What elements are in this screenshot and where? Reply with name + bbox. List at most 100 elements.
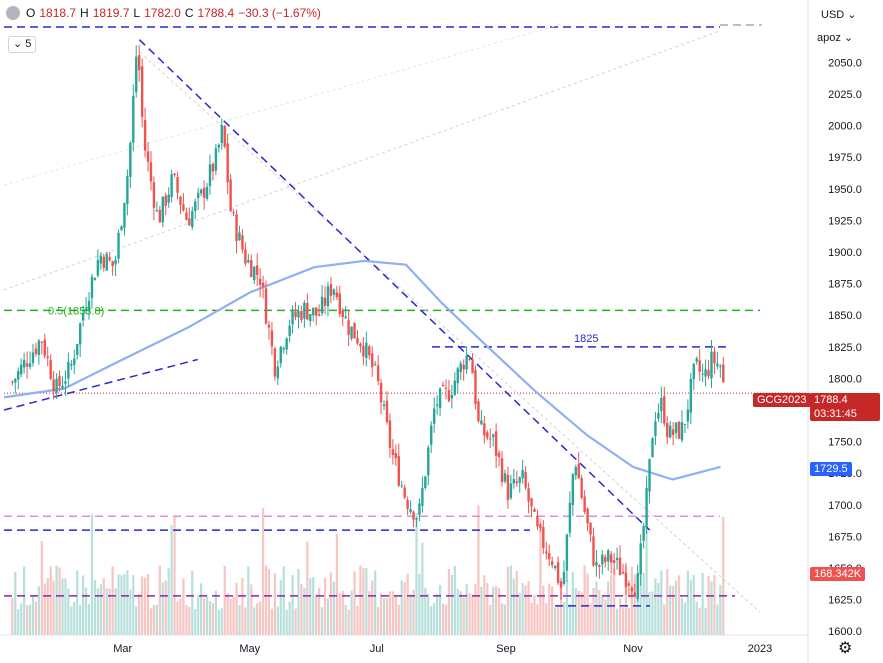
parallel-line [139, 51, 761, 613]
candle-body [701, 373, 704, 375]
candle-body [450, 395, 454, 399]
candle-body [362, 345, 365, 357]
candle-body [196, 192, 200, 198]
volume-bar [250, 584, 253, 635]
candle-body [220, 125, 223, 144]
volume-bar [447, 569, 451, 635]
y-tick-label: 1700.0 [828, 500, 862, 512]
volume-bar [509, 565, 512, 635]
volume-bar [362, 568, 365, 635]
candle-body [385, 400, 389, 422]
volume-bar [571, 572, 574, 635]
candle-body [120, 226, 123, 230]
volume-bar [347, 609, 350, 635]
candle-body [158, 209, 162, 223]
volume-bar [489, 604, 492, 635]
volume-bar [521, 583, 524, 635]
volume-bar [282, 566, 285, 635]
volume-bar [722, 516, 725, 635]
candle-body [604, 556, 607, 563]
volume-bar [500, 603, 504, 635]
candle-body [173, 173, 176, 176]
candle-body [229, 179, 232, 212]
candle-body [459, 363, 462, 373]
candle-body [663, 396, 666, 424]
candle-body [371, 353, 374, 368]
indicator-toggle[interactable]: ⌄ 5 [8, 36, 37, 53]
currency-selector[interactable]: USD ⌄ [821, 8, 857, 21]
candle-body [491, 434, 495, 438]
candle-body [217, 144, 221, 148]
x-tick-label: Mar [113, 643, 132, 655]
volume-bar [226, 593, 229, 635]
ascending-trendline [3, 358, 198, 411]
volume-bar [11, 597, 14, 635]
candle-body [412, 511, 415, 520]
candle-body [267, 324, 271, 328]
volume-bar [436, 594, 439, 635]
y-tick-label: 1750.0 [828, 437, 862, 449]
candle-body [282, 348, 285, 350]
candle-body [598, 565, 601, 567]
volume-bar [276, 606, 279, 635]
volume-bar [261, 507, 265, 635]
volume-bar [645, 507, 648, 635]
volume-bar [503, 604, 507, 635]
volume-bar [400, 580, 403, 635]
volume-bar [270, 608, 274, 635]
volume-bar [391, 591, 394, 635]
volume-bar [415, 513, 418, 635]
volume-bar [96, 588, 99, 635]
volume-bar [716, 604, 719, 635]
candle-body [78, 323, 82, 345]
volume-bar [574, 587, 577, 635]
candle-body [326, 286, 330, 307]
last-price-tag: 1788.4 03:31:45 [810, 393, 880, 421]
volume-bar [441, 603, 445, 635]
candle-body [648, 459, 651, 492]
candle-body [542, 526, 545, 549]
volume-bar [173, 516, 176, 635]
candle-body [512, 479, 516, 484]
candle-body [621, 571, 625, 574]
low-label: L [133, 6, 141, 20]
y-tick-label: 1675.0 [828, 531, 862, 543]
volume-bar [492, 586, 495, 635]
candle-body [81, 313, 85, 321]
volume-bar [353, 571, 356, 635]
x-tick-label: Jul [370, 643, 384, 655]
candle-body [232, 212, 235, 214]
high-value: 1819.7 [92, 6, 130, 20]
candle-body [601, 554, 604, 565]
volume-bar [318, 588, 321, 635]
volume-bar [713, 574, 716, 635]
candle-body [373, 363, 377, 365]
candle-body [17, 370, 20, 380]
gear-icon[interactable]: ⚙ [838, 640, 853, 657]
candle-body [615, 557, 619, 560]
volume-bar [654, 578, 657, 635]
candle-body [692, 363, 695, 380]
volume-bar [698, 607, 701, 635]
volume-bar [359, 565, 362, 635]
volume-bar [335, 533, 338, 635]
volume-bar [433, 603, 436, 635]
volume-bar [55, 565, 58, 635]
candle-body [247, 259, 250, 263]
candle-body [194, 201, 197, 212]
candle-body [25, 363, 29, 367]
volume-bar [524, 585, 527, 635]
volume-bar [438, 584, 442, 635]
candle-body [453, 380, 457, 395]
scale-mode-selector[interactable]: apoz ⌄ [817, 31, 853, 44]
volume-bar [247, 566, 250, 635]
candle-body [633, 592, 636, 596]
candle-body [657, 412, 660, 419]
candle-body [660, 397, 663, 412]
y-tick-label: 1600.0 [828, 626, 862, 638]
volume-bar [459, 591, 462, 635]
volume-bar [34, 601, 38, 635]
volume-bar [259, 601, 262, 635]
volume-bar [412, 589, 415, 635]
